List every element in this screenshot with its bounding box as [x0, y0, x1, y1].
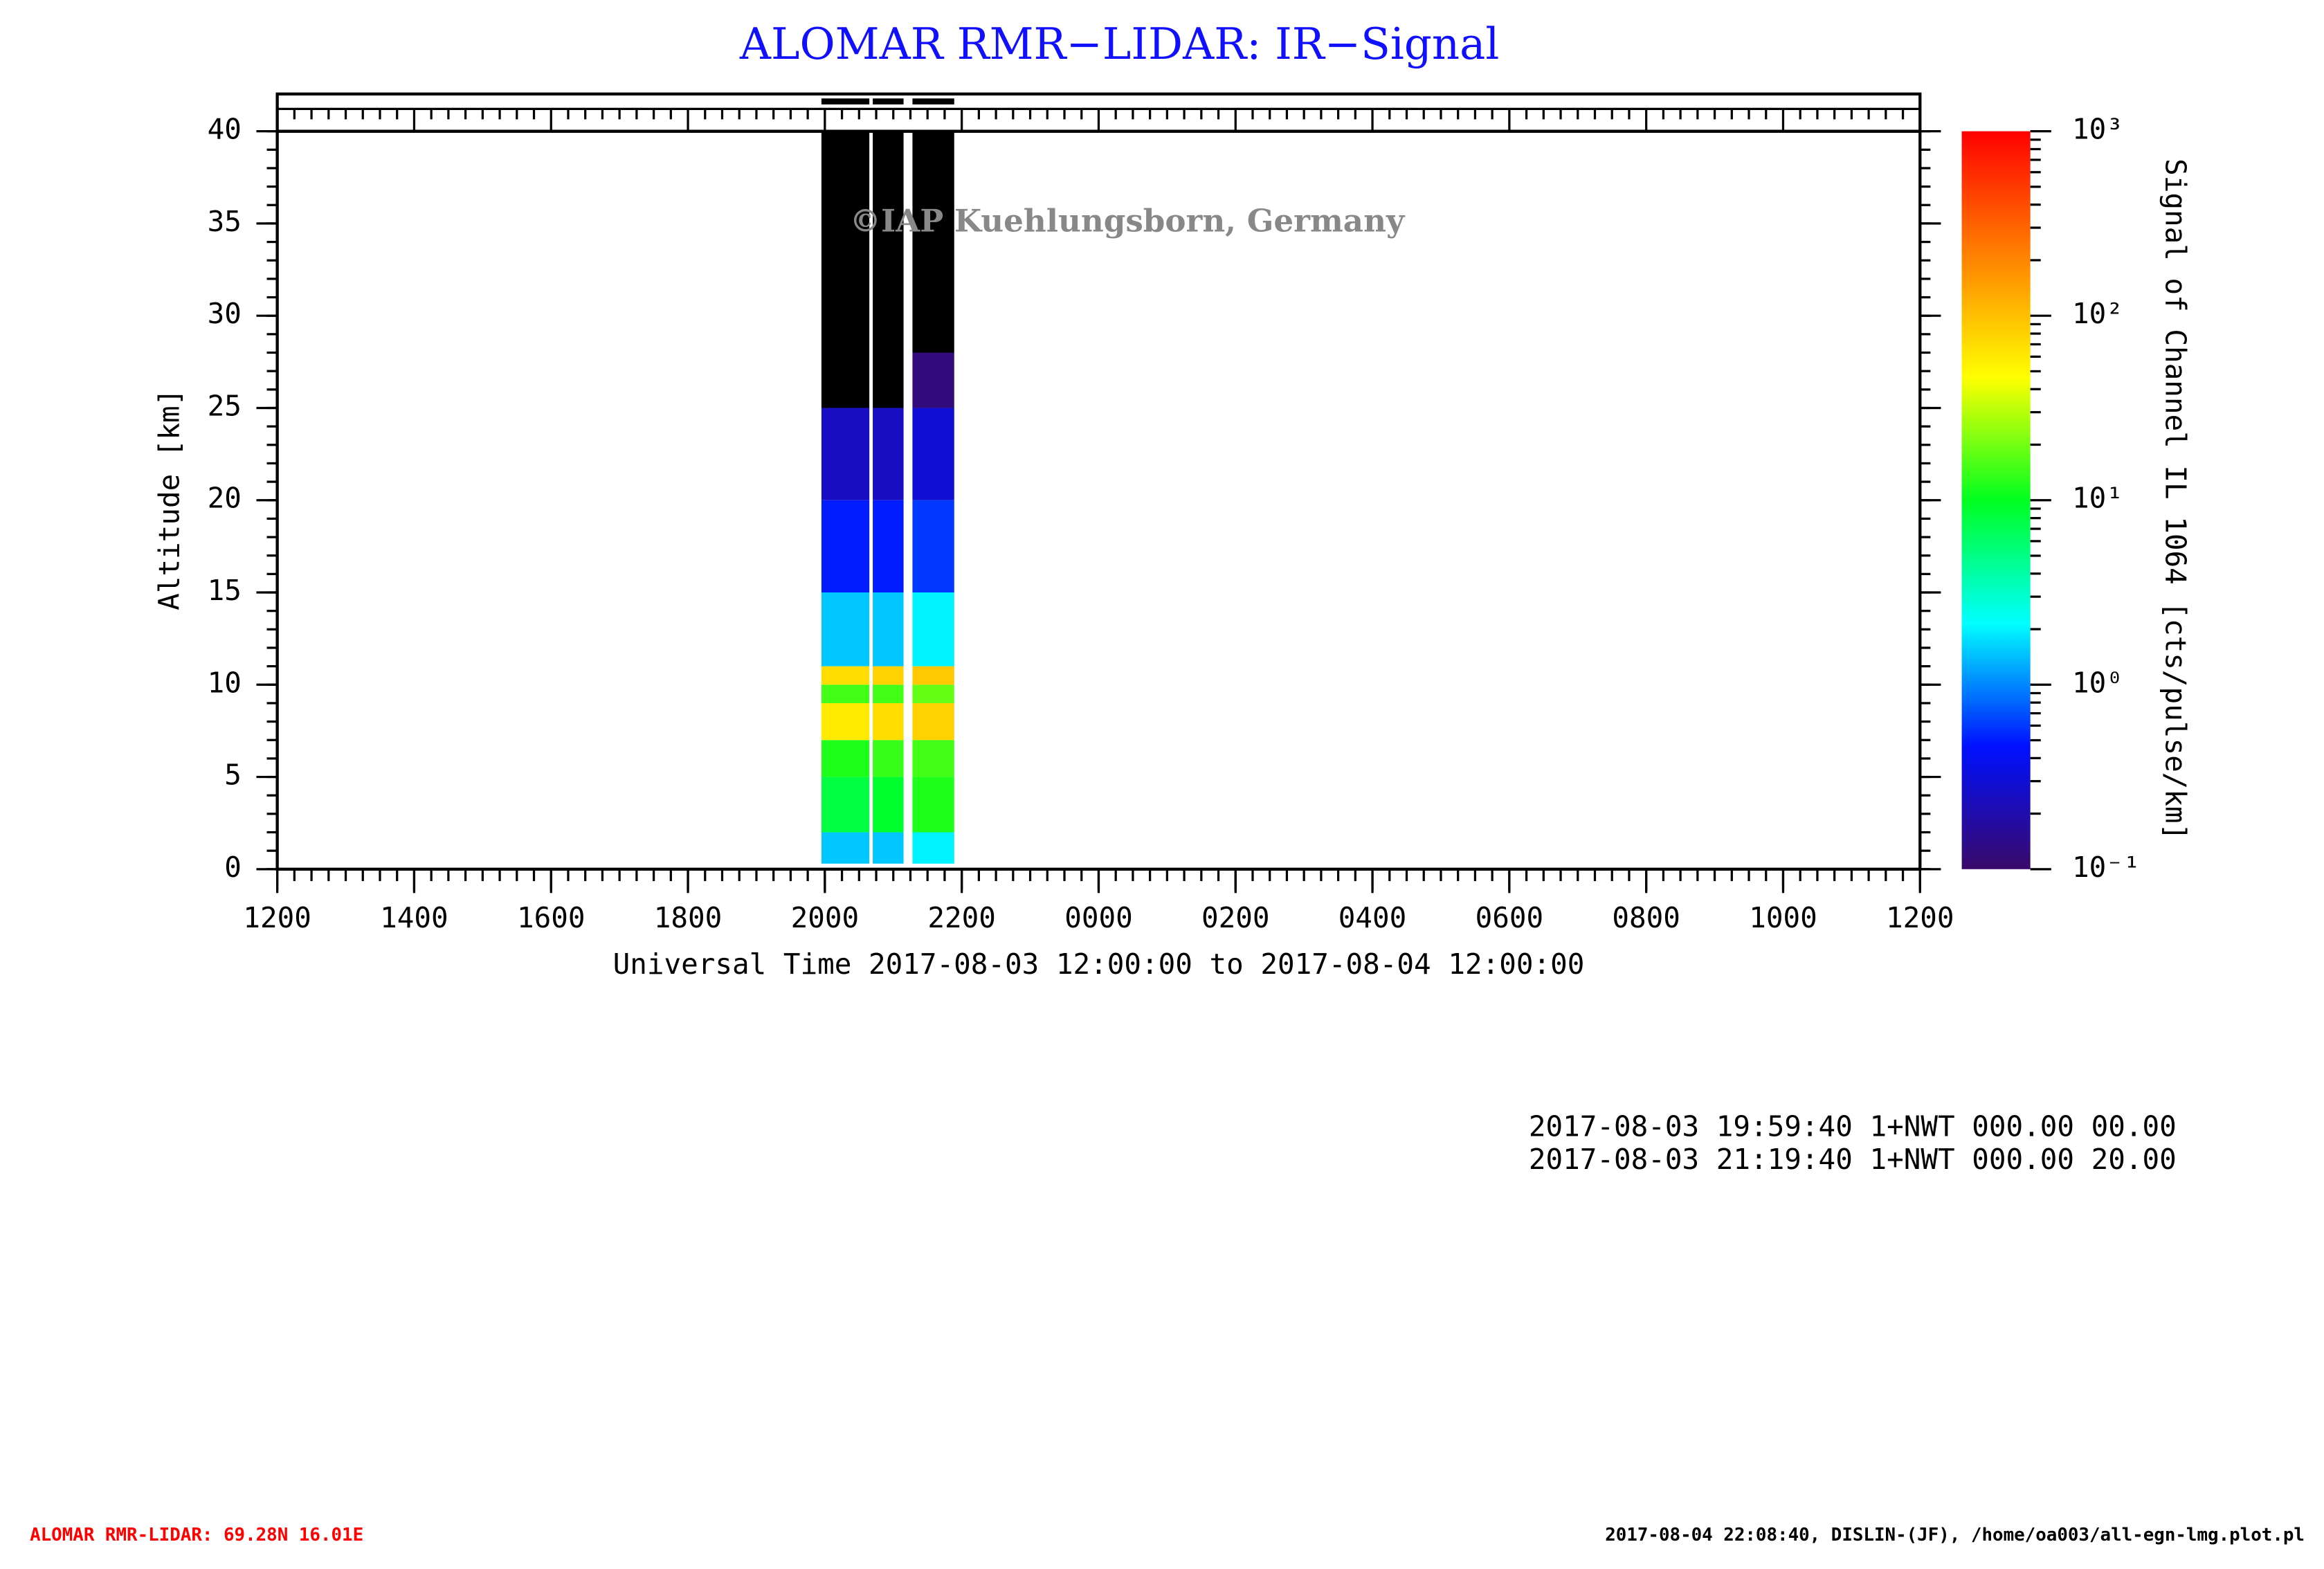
x-tick-label: 2000 — [791, 901, 860, 934]
heatmap-cell — [912, 832, 954, 864]
heatmap-cell — [821, 500, 870, 593]
y-tick-label: 35 — [208, 205, 242, 238]
y-tick-label: 20 — [208, 482, 242, 515]
info-line: 2017-08-03 21:19:40 1+NWT 000.00 20.00 — [1529, 1143, 2177, 1176]
heatmap-cell — [912, 131, 954, 353]
heatmap-cell — [821, 131, 870, 353]
x-tick-label: 1600 — [517, 901, 585, 934]
heatmap-cell — [821, 702, 870, 741]
y-axis-label: Altitude [km] — [153, 389, 186, 610]
info-line: 2017-08-03 19:59:40 1+NWT 000.00 00.00 — [1529, 1110, 2177, 1143]
y-tick-label: 15 — [208, 574, 242, 607]
heatmap-cell — [873, 131, 904, 353]
heatmap-cell — [912, 592, 954, 666]
x-tick-label: 1400 — [380, 901, 448, 934]
heatmap-cell — [821, 832, 870, 864]
x-tick-label: 1000 — [1749, 901, 1817, 934]
data-coverage-bar — [821, 98, 870, 105]
chart-title: ALOMAR RMR−LIDAR: IR−Signal — [739, 19, 1499, 69]
heatmap-cell — [912, 666, 954, 685]
heatmap-cell — [821, 408, 870, 500]
x-tick-label: 0600 — [1476, 901, 1544, 934]
y-tick-label: 25 — [208, 389, 242, 422]
x-axis-label: Universal Time 2017-08-03 12:00:00 to 20… — [613, 947, 1585, 981]
heatmap-cell — [873, 702, 904, 741]
heatmap-cell — [821, 592, 870, 666]
heatmap-cell — [821, 777, 870, 833]
heatmap-cell — [821, 740, 870, 777]
heatmap-cell — [873, 592, 904, 666]
colorbar-label: Signal of Channel IL 1064 [cts/pulse/km] — [2159, 158, 2192, 840]
heatmap-cell — [873, 408, 904, 500]
heatmap-cell — [873, 740, 904, 777]
x-tick-label: 1800 — [654, 901, 723, 934]
heatmap-cell — [912, 702, 954, 741]
y-tick-label: 10 — [208, 666, 242, 699]
y-tick-label: 5 — [224, 759, 242, 792]
y-tick-label: 40 — [208, 113, 242, 146]
heatmap-cell — [912, 408, 954, 500]
x-tick-label: 1200 — [1886, 901, 1954, 934]
colorbar-tick-label: 10² — [2072, 297, 2123, 330]
x-tick-label: 0400 — [1338, 901, 1407, 934]
y-tick-label: 30 — [208, 297, 242, 330]
colorbar-tick-label: 10¹ — [2072, 482, 2123, 515]
data-coverage-bar — [873, 98, 904, 105]
heatmap-cell — [912, 777, 954, 833]
heatmap-cell — [873, 684, 904, 703]
heatmap-cell — [821, 666, 870, 685]
plot-frame — [275, 129, 1922, 871]
heatmap-cell — [873, 500, 904, 593]
x-tick-label: 1200 — [243, 901, 311, 934]
heatmap-cell — [912, 740, 954, 777]
watermark: ©IAP Kuehlungsborn, Germany — [850, 203, 1406, 239]
y-tick-label: 0 — [224, 851, 242, 884]
heatmap-cell — [912, 684, 954, 703]
heatmap-cell — [821, 684, 870, 703]
heatmap-cell — [873, 777, 904, 833]
x-tick-label: 0200 — [1201, 901, 1270, 934]
heatmap-cell — [821, 352, 870, 408]
x-tick-label: 0800 — [1612, 901, 1680, 934]
heatmap-cell — [912, 352, 954, 408]
data-coverage-bar — [912, 98, 954, 105]
colorbar-tick-label: 10⁻¹ — [2072, 851, 2141, 884]
x-tick-label: 0000 — [1064, 901, 1133, 934]
colorbar — [1961, 131, 2031, 869]
colorbar-tick-label: 10³ — [2072, 113, 2123, 146]
colorbar-tick-label: 10⁰ — [2072, 666, 2123, 699]
footer-right: 2017-08-04 22:08:40, DISLIN-(JF), /home/… — [1605, 1525, 2305, 1545]
x-tick-label: 2200 — [927, 901, 996, 934]
heatmap-cell — [873, 352, 904, 408]
heatmap-cell — [873, 666, 904, 685]
heatmap-cell — [912, 500, 954, 593]
footer-left: ALOMAR RMR-LIDAR: 69.28N 16.01E — [30, 1525, 363, 1545]
heatmap-cell — [873, 832, 904, 864]
